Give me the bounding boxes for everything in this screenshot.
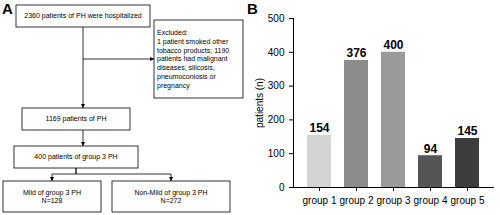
svg-text:1169 patients of PH: 1169 patients of PH (46, 115, 107, 123)
svg-text:376: 376 (346, 46, 366, 60)
svg-text:Excluded:: Excluded: (157, 29, 188, 36)
svg-text:Non-Mild of group 3 PH: Non-Mild of group 3 PH (134, 189, 207, 197)
svg-text:tobacco products; 1190: tobacco products; 1190 (157, 47, 229, 55)
svg-text:400 patients of group 3 PH: 400 patients of group 3 PH (34, 153, 117, 161)
svg-text:154: 154 (309, 121, 329, 135)
svg-text:pregnancy: pregnancy (157, 82, 190, 90)
svg-text:group 3: group 3 (377, 195, 411, 206)
svg-text:0: 0 (279, 182, 285, 193)
svg-text:145: 145 (457, 124, 477, 138)
svg-text:N=128: N=128 (42, 197, 63, 204)
svg-text:100: 100 (268, 148, 285, 159)
svg-text:300: 300 (268, 80, 285, 91)
svg-text:group 5: group 5 (451, 195, 485, 206)
svg-text:2360 patients of PH were hospi: 2360 patients of PH were hospitalized (24, 12, 142, 20)
svg-text:group 4: group 4 (414, 195, 448, 206)
svg-text:94: 94 (424, 142, 438, 156)
svg-text:400: 400 (268, 47, 285, 58)
svg-text:patients had malignant: patients had malignant (157, 55, 227, 63)
svg-text:N=272: N=272 (161, 197, 182, 204)
svg-text:200: 200 (268, 114, 285, 125)
svg-text:1 patient smoked other: 1 patient smoked other (157, 38, 229, 46)
html-text:A: A (2, 0, 13, 17)
svg-text:patients (n): patients (n) (254, 78, 265, 128)
svg-text:pneumoconiosis or: pneumoconiosis or (157, 73, 216, 81)
svg-text:500: 500 (268, 13, 285, 24)
svg-text:group 1: group 1 (303, 195, 337, 206)
svg-text:group 2: group 2 (340, 195, 374, 206)
svg-text:diseases, silicosis,: diseases, silicosis, (157, 64, 215, 71)
html-text:B: B (247, 0, 258, 17)
svg-text:400: 400 (383, 38, 403, 52)
svg-text:Mild of group 3 PH: Mild of group 3 PH (23, 189, 81, 197)
